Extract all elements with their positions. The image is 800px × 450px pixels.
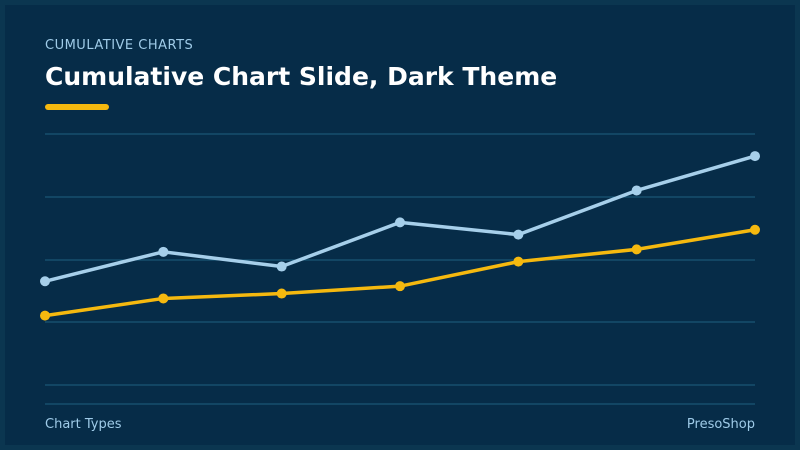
data-point-series-2 xyxy=(513,256,524,267)
data-point-series-2 xyxy=(276,288,287,299)
data-point-series-2 xyxy=(631,244,642,255)
footer-brand: PresoShop xyxy=(686,417,755,432)
footer-category: Chart Types xyxy=(45,417,122,432)
data-point-series-1 xyxy=(276,261,287,272)
data-point-series-1 xyxy=(631,185,642,196)
data-point-series-2 xyxy=(40,310,50,321)
slide-title: Cumulative Chart Slide, Dark Theme xyxy=(45,62,558,91)
data-point-series-2 xyxy=(395,281,405,292)
data-point-series-1 xyxy=(750,151,760,162)
data-point-series-2 xyxy=(158,293,169,304)
title-accent-bar xyxy=(45,104,109,110)
data-point-series-2 xyxy=(750,224,760,235)
data-point-series-1 xyxy=(40,276,50,287)
series-line-2 xyxy=(43,227,757,318)
data-point-series-1 xyxy=(158,246,169,257)
data-point-series-1 xyxy=(513,229,524,240)
section-kicker: CUMULATIVE CHARTS xyxy=(45,38,194,53)
data-point-series-1 xyxy=(395,217,405,228)
